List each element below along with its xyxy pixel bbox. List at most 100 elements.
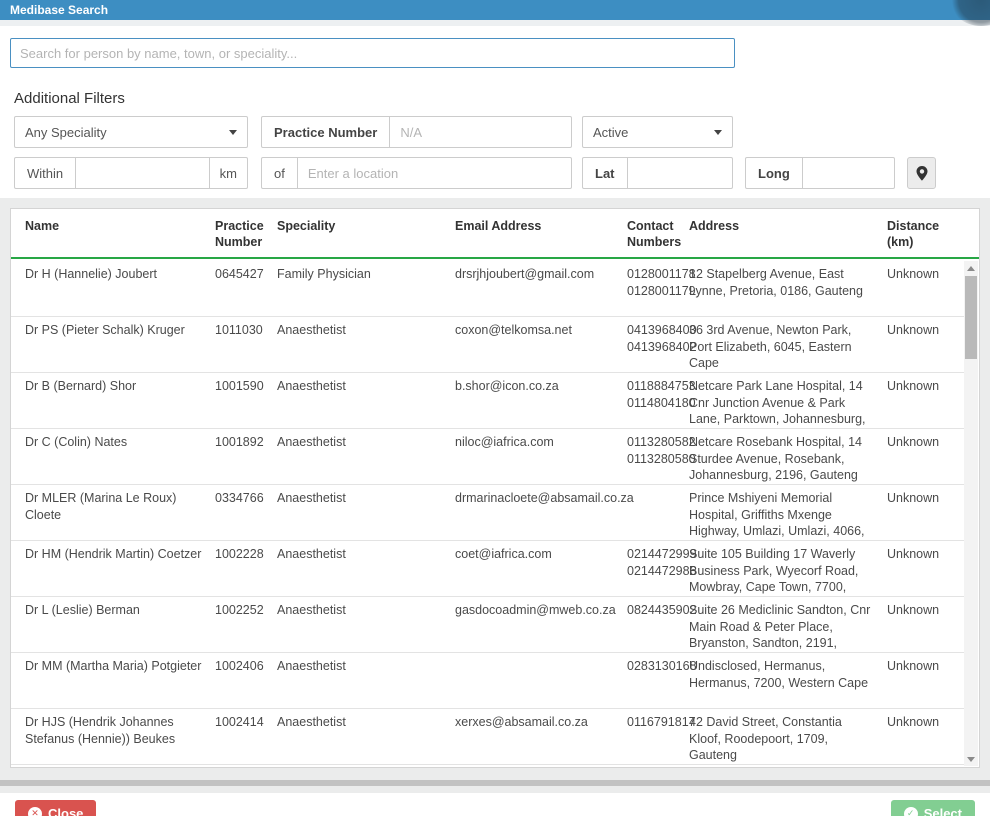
- cell-contact-numbers: 0116791817: [627, 715, 696, 729]
- cell-address: 36 3rd Avenue, Newton Park, Port Elizabe…: [689, 323, 852, 370]
- table-row[interactable]: Dr HJS (Hendrik Johannes Stefanus (Henni…: [11, 709, 964, 765]
- cell-practice-number: 1001892: [215, 435, 264, 449]
- cell-distance: Unknown: [887, 435, 940, 449]
- table-row[interactable]: Dr C (Colin) Nates 1001892 Anaesthetist …: [11, 429, 964, 485]
- cell-speciality: Anaesthetist: [277, 435, 346, 449]
- divider: [296, 158, 298, 188]
- cell-practice-number: 1002414: [215, 715, 264, 729]
- status-select-value: Active: [593, 124, 629, 140]
- cell-email: gasdocoadmin@mweb.co.za: [455, 603, 616, 617]
- speciality-select-value: Any Speciality: [25, 124, 107, 140]
- within-group: Within km: [14, 157, 248, 189]
- cell-email: b.shor@icon.co.za: [455, 379, 559, 393]
- close-button[interactable]: ✕ Close: [15, 799, 97, 816]
- table-row[interactable]: Dr HM (Hendrik Martin) Coetzer 1002228 A…: [11, 541, 964, 597]
- lat-label: Lat: [595, 165, 615, 181]
- column-header: Distance (km): [887, 219, 940, 249]
- locate-button[interactable]: [907, 157, 936, 189]
- search-section: [0, 26, 990, 68]
- speciality-select[interactable]: Any Speciality: [14, 116, 248, 148]
- cell-name: Dr PS (Pieter Schalk) Kruger: [25, 323, 185, 337]
- cell-distance: Unknown: [887, 267, 940, 281]
- search-input[interactable]: [10, 38, 735, 68]
- cell-name: Dr HM (Hendrik Martin) Coetzer: [25, 547, 202, 561]
- practice-number-group: Practice Number: [261, 116, 572, 148]
- divider: [801, 158, 803, 188]
- cell-contact-numbers: [627, 485, 689, 540]
- long-input[interactable]: [802, 158, 894, 188]
- cell-name: Dr MM (Martha Maria) Potgieter: [25, 659, 202, 673]
- cell-address: Suite 26 Mediclinic Sandton, Cnr Main Ro…: [689, 603, 871, 650]
- cell-name: Dr C (Colin) Nates: [25, 435, 128, 449]
- dialog-title: Medibase Search: [10, 3, 109, 17]
- cell-address: 42 David Street, Constantia Kloof, Roode…: [689, 715, 842, 762]
- column-header: Practice Number: [215, 219, 264, 249]
- cell-address: Prince Mshiyeni Memorial Hospital, Griff…: [689, 491, 865, 538]
- location-input[interactable]: [297, 158, 571, 188]
- cell-contact-numbers: 0824435902: [627, 603, 697, 617]
- cell-distance: Unknown: [887, 379, 940, 393]
- cell-email: drmarinacloete@absamail.co.za: [455, 491, 634, 505]
- km-label: km: [219, 165, 237, 181]
- scrollbar-thumb[interactable]: [965, 276, 977, 359]
- horizontal-scrollbar[interactable]: [0, 780, 990, 786]
- cell-address: Netcare Park Lane Hospital, 14 Cnr Junct…: [689, 379, 866, 426]
- divider: [75, 158, 77, 188]
- select-button-label: Select: [923, 806, 962, 816]
- cell-name: Dr L (Leslie) Berman: [25, 603, 140, 617]
- table-row[interactable]: Dr MLER (Marina Le Roux) Cloete 0334766 …: [11, 485, 964, 541]
- cell-contact-numbers: 0283130168: [627, 659, 697, 673]
- of-label: of: [274, 165, 285, 181]
- cell-address: Undisclosed, Hermanus, Hermanus, 7200, W…: [689, 659, 869, 690]
- cell-email: drsrjhjoubert@gmail.com: [455, 267, 595, 281]
- close-icon: ✕: [28, 806, 42, 816]
- cell-distance: Unknown: [887, 323, 940, 337]
- table-row[interactable]: Dr B (Bernard) Shor 1001590 Anaesthetist…: [11, 373, 964, 429]
- filter-row-1: Any Speciality Practice Number Active: [14, 116, 990, 148]
- long-label: Long: [758, 165, 790, 181]
- additional-filters-heading: Additional Filters: [14, 90, 125, 107]
- column-header: Email Address: [455, 219, 542, 233]
- table-row[interactable]: Dr H (Hannelie) Joubert 0645427 Family P…: [11, 261, 964, 317]
- cell-practice-number: 0645427: [215, 267, 264, 281]
- divider: [389, 117, 391, 147]
- close-button-label: Close: [48, 806, 84, 816]
- cell-name: Dr MLER (Marina Le Roux) Cloete: [25, 491, 177, 522]
- scroll-down-icon[interactable]: [964, 752, 978, 766]
- cell-practice-number: 1002228: [215, 547, 264, 561]
- cell-distance: Unknown: [887, 659, 940, 673]
- cell-distance: Unknown: [887, 547, 940, 561]
- cell-distance: Unknown: [887, 715, 940, 729]
- cell-email: xerxes@absamail.co.za: [455, 715, 588, 729]
- cell-practice-number: 1002252: [215, 603, 264, 617]
- cell-speciality: Anaesthetist: [277, 715, 346, 729]
- chevron-down-icon: [714, 129, 722, 135]
- scroll-up-icon[interactable]: [964, 261, 978, 275]
- column-header: Speciality: [277, 219, 336, 233]
- practice-number-input[interactable]: [390, 117, 571, 147]
- table-row[interactable]: Dr L (Leslie) Berman 1002252 Anaesthetis…: [11, 597, 964, 653]
- cell-email: niloc@iafrica.com: [455, 435, 554, 449]
- cell-speciality: Anaesthetist: [277, 659, 346, 673]
- cell-speciality: Anaesthetist: [277, 379, 346, 393]
- divider: [626, 158, 628, 188]
- cell-speciality: Anaesthetist: [277, 547, 346, 561]
- select-button[interactable]: ✓ Select: [890, 799, 975, 816]
- table-row[interactable]: Dr MM (Martha Maria) Potgieter 1002406 A…: [11, 653, 964, 709]
- vertical-scrollbar[interactable]: [964, 261, 978, 766]
- lat-input[interactable]: [627, 158, 732, 188]
- footer-bar: ✕ Close ✓ Select: [0, 793, 990, 816]
- cell-practice-number: 0334766: [215, 491, 264, 505]
- table-row[interactable]: Dr PS (Pieter Schalk) Kruger 1011030 Ana…: [11, 317, 964, 373]
- column-header: Address: [689, 219, 740, 233]
- divider: [208, 158, 210, 188]
- long-group: Long: [745, 157, 895, 189]
- cell-email: coxon@telkomsa.net: [455, 323, 572, 337]
- lat-group: Lat: [582, 157, 733, 189]
- table-body: Dr H (Hannelie) Joubert 0645427 Family P…: [11, 261, 964, 767]
- chevron-down-icon: [229, 129, 237, 135]
- within-distance-input[interactable]: [76, 158, 209, 188]
- cell-name: Dr HJS (Hendrik Johannes Stefanus (Henni…: [25, 715, 176, 746]
- location-group: of: [261, 157, 572, 189]
- status-select[interactable]: Active: [582, 116, 733, 148]
